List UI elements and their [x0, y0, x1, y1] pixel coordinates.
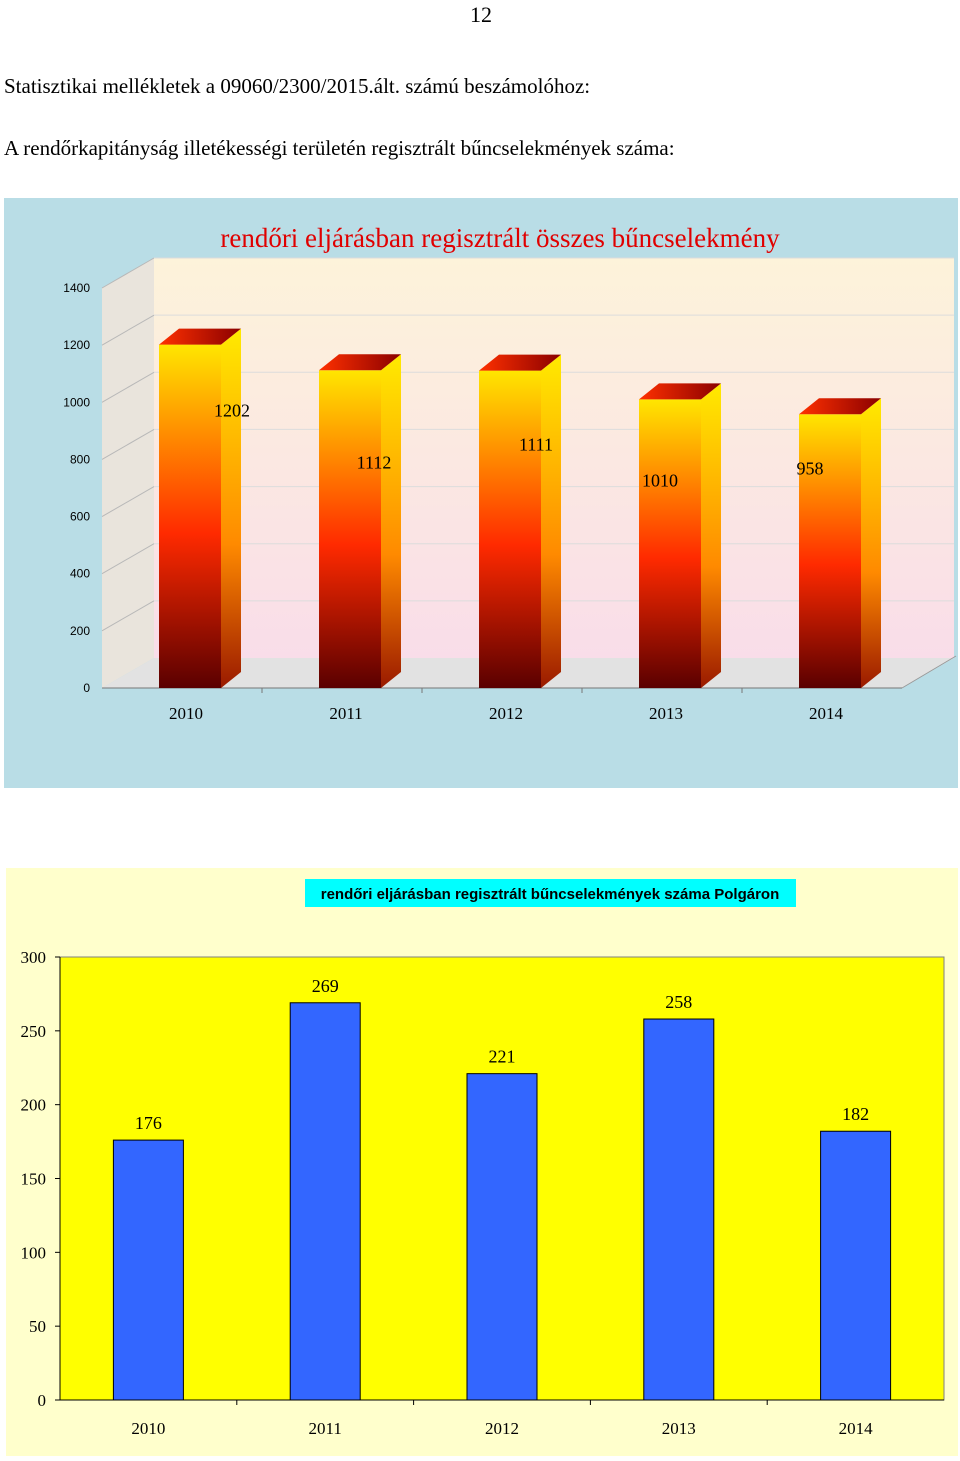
data-label: 1112: [357, 452, 392, 472]
bar: [466, 1073, 538, 1401]
gridline: [101, 428, 155, 460]
total-crimes-chart: 0 200 400 600 800 1000 1200 1400 1202 2010 1112 201…: [4, 198, 958, 788]
bar-front: [319, 370, 381, 688]
bar-top: [479, 354, 561, 371]
chart-title-box: [305, 879, 796, 907]
x-tick-label: 2010: [169, 704, 203, 723]
bar: [112, 1139, 184, 1401]
gridline: [101, 543, 155, 575]
plot-area: 0 200 400 600 800 1000 1200 1400 1202 2010 1112 201…: [63, 257, 957, 723]
y-tick-label: 250: [21, 1022, 47, 1041]
data-label: 958: [797, 458, 824, 478]
gridline: [101, 257, 155, 289]
polgar-crimes-chart-svg: rendőri eljárásban regisztrált bűncselek…: [6, 868, 958, 1456]
x-tick-label: 2010: [131, 1419, 165, 1438]
bar-side: [381, 354, 401, 688]
y-tick-label: 150: [21, 1170, 47, 1189]
bar-side: [701, 383, 721, 688]
bar: [289, 1002, 361, 1401]
x-tick-label: 2013: [649, 704, 683, 723]
data-label: 182: [842, 1104, 869, 1124]
bar-top: [159, 328, 241, 345]
floor-edge: [901, 655, 957, 689]
data-label: 1111: [519, 435, 553, 455]
bar: [799, 398, 881, 688]
bar-side: [221, 328, 241, 688]
bar-front: [799, 414, 861, 688]
bar-front: [639, 399, 701, 688]
y-tick-label: 200: [70, 624, 90, 638]
y-tick-label: 600: [70, 510, 90, 524]
bar: [159, 328, 241, 688]
y-tick-label: 400: [70, 567, 90, 581]
data-label: 258: [665, 992, 692, 1012]
y-tick-label: 800: [70, 452, 90, 466]
bar-top: [319, 354, 401, 371]
side-wall: [102, 258, 154, 688]
y-tick-label: 0: [38, 1391, 47, 1410]
y-tick-label: 50: [29, 1317, 46, 1336]
bar-side: [541, 354, 561, 688]
y-tick-label: 100: [21, 1243, 47, 1262]
bar-side: [861, 398, 881, 688]
gridline: [101, 371, 155, 403]
x-tick-label: 2011: [309, 1419, 342, 1438]
plot-area: 0 50 100 150 200 250 300 176 2010 269 2011 221 2012 2…: [21, 948, 945, 1438]
x-tick-label: 2014: [809, 704, 844, 723]
document-heading: Statisztikai mellékletek a 09060/2300/20…: [4, 74, 591, 98]
data-label: 221: [489, 1047, 516, 1067]
x-tick-label: 2013: [662, 1419, 696, 1438]
bar-top: [639, 383, 721, 400]
bar-front: [479, 370, 541, 688]
y-tick-label: 200: [21, 1096, 47, 1115]
data-label: 1202: [214, 401, 250, 421]
gridline: [101, 600, 155, 632]
polgar-crimes-chart: rendőri eljárásban regisztrált bűncselek…: [6, 868, 958, 1456]
y-tick-label: 1400: [63, 281, 90, 295]
data-label: 1010: [642, 470, 678, 490]
bar-top: [799, 398, 881, 415]
x-tick-label: 2012: [485, 1419, 519, 1438]
x-tick-label: 2012: [489, 704, 523, 723]
total-crimes-chart-svg: 0 200 400 600 800 1000 1200 1400 1202 2010 1112 201…: [4, 198, 958, 788]
chart-title: rendőri eljárásban regisztrált bűncselek…: [321, 886, 780, 903]
y-tick-label: 300: [21, 948, 47, 967]
x-tick-label: 2014: [839, 1419, 874, 1438]
bar: [479, 354, 561, 688]
bar-front: [159, 344, 221, 688]
page-number: 12: [470, 2, 492, 27]
bar: [639, 383, 721, 688]
chart-title: rendőri eljárásban regisztrált összes bű…: [220, 223, 780, 253]
data-label: 269: [312, 976, 339, 996]
chart-section-heading: A rendőrkapitányság illetékességi terüle…: [4, 136, 675, 160]
gridline: [101, 314, 155, 346]
bar: [319, 354, 401, 688]
y-tick-label: 1200: [63, 338, 90, 352]
y-tick-label: 1000: [63, 395, 90, 409]
gridline: [101, 486, 155, 518]
bar: [820, 1130, 892, 1401]
x-tick-label: 2011: [329, 704, 362, 723]
data-label: 176: [135, 1113, 162, 1133]
y-tick-label: 0: [83, 681, 90, 695]
bar: [643, 1018, 715, 1401]
